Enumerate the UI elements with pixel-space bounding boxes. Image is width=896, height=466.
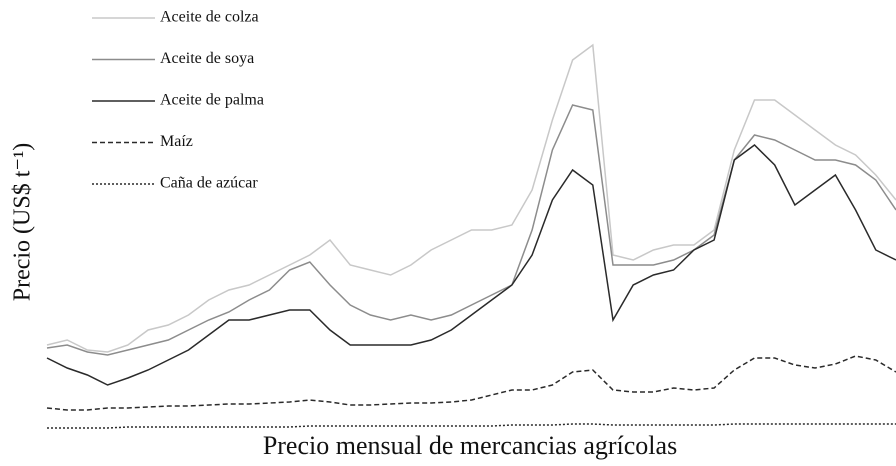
legend-label: Caña de azúcar <box>160 175 258 192</box>
legend-label: Maíz <box>160 133 193 150</box>
y-axis-label: Precio (US$ t⁻¹) <box>10 143 36 302</box>
series-line <box>47 423 896 429</box>
series-line <box>46 144 896 386</box>
legend-label: Aceite de colza <box>160 9 259 26</box>
series-line <box>46 104 896 356</box>
legend-label: Aceite de palma <box>160 92 264 109</box>
series-line <box>46 355 896 411</box>
series-line <box>46 43 896 353</box>
legend-label: Aceite de soya <box>160 50 254 67</box>
x-axis-label: Precio mensual de mercancias agrícolas <box>263 431 677 460</box>
